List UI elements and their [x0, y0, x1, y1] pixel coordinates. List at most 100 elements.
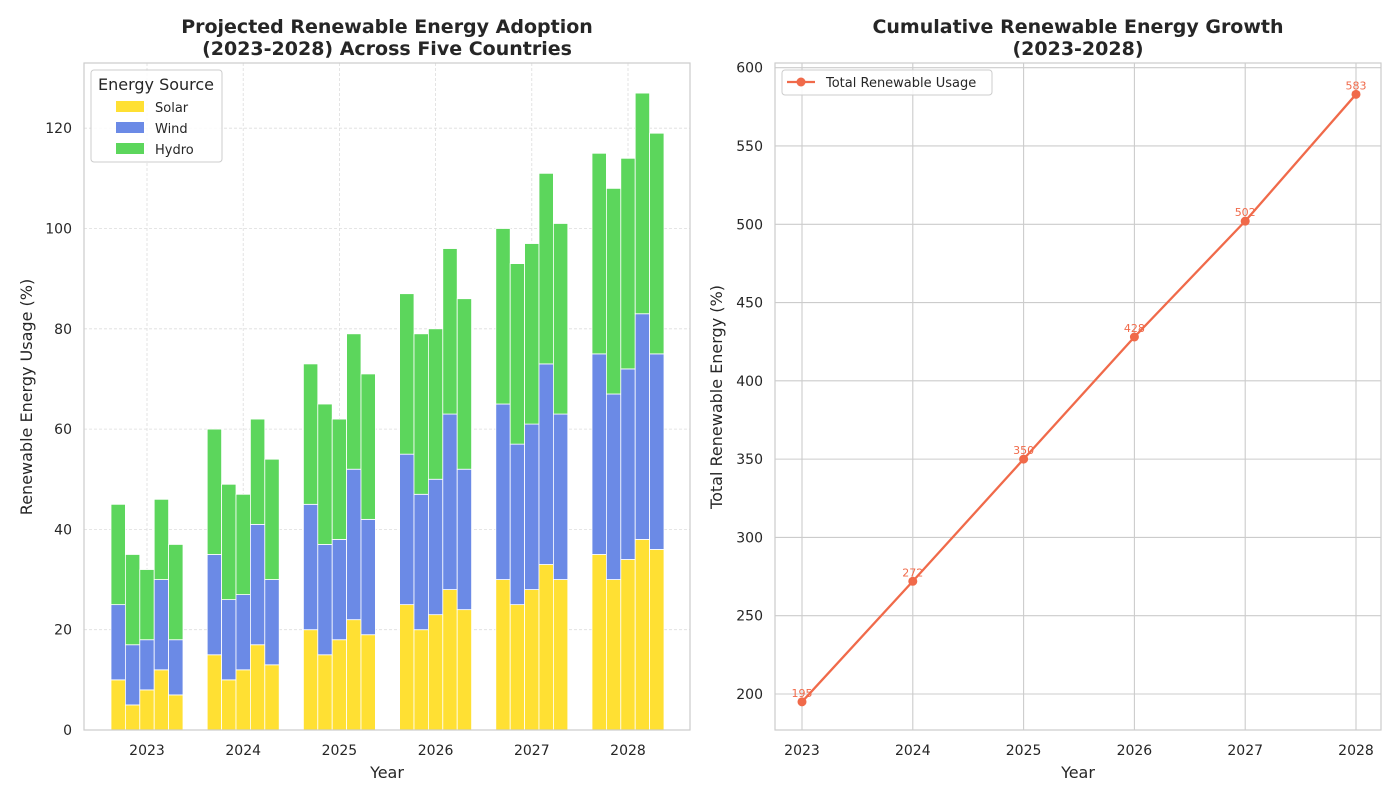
bar-hydro-2026-5: [456, 298, 473, 470]
left-x-tick-label: 2027: [514, 743, 550, 759]
bar-hydro-2025-1: [302, 363, 319, 505]
right-y-tick-label: 200: [736, 687, 763, 703]
bar-wind-2024-2: [221, 599, 237, 681]
bar-wind-2023-3: [139, 639, 155, 691]
bar-hydro-2023-2: [125, 554, 141, 646]
bar-wind-2027-2: [509, 443, 526, 606]
bar-solar-2023-3: [139, 689, 155, 731]
bar-hydro-2023-5: [168, 544, 184, 641]
right-x-tick-label: 2026: [1117, 743, 1153, 759]
bar-solar-2028-1: [591, 554, 607, 731]
right-chart-legend: Total Renewable Usage: [781, 69, 993, 96]
legend-label-hydro: Hydro: [155, 143, 194, 158]
bar-hydro-2025-3: [331, 418, 348, 540]
bar-hydro-2028-5: [649, 132, 665, 355]
total-renewable-line: [801, 93, 1357, 703]
bar-wind-2028-2: [606, 393, 622, 580]
right-y-tick-label: 500: [736, 217, 763, 233]
bar-wind-2025-1: [302, 503, 319, 631]
left-chart-x-ticks: 2023 2024 2025 2026 2027 2028: [129, 743, 646, 759]
right-chart-frame: [774, 62, 1382, 731]
bar-solar-2026-4: [442, 589, 458, 731]
legend-swatch-hydro: [116, 143, 144, 154]
left-chart-legend: Energy Source Solar Wind Hydro: [90, 69, 223, 163]
data-label-2026: 428: [1124, 322, 1145, 335]
bar-hydro-2027-1: [495, 228, 511, 405]
bar-hydro-2026-2: [413, 333, 429, 495]
bar-wind-2026-4: [442, 413, 458, 590]
bar-wind-2026-1: [399, 453, 415, 606]
data-point-2023: [797, 697, 807, 707]
data-label-2024: 272: [902, 566, 923, 579]
legend-label-solar: Solar: [155, 101, 189, 116]
left-y-tick-label: 60: [54, 422, 72, 438]
right-x-tick-label: 2028: [1338, 743, 1374, 759]
bar-solar-2025-3: [331, 639, 348, 731]
bar-solar-2027-5: [553, 579, 569, 731]
left-y-tick-label: 100: [45, 221, 72, 237]
bar-solar-2027-4: [538, 564, 554, 731]
left-x-tick-label: 2028: [610, 743, 646, 759]
bar-wind-2025-5: [360, 518, 376, 636]
left-y-tick-label: 40: [54, 522, 72, 538]
bar-wind-2023-2: [125, 644, 141, 706]
data-label-2025: 350: [1013, 444, 1034, 457]
bar-hydro-2023-4: [153, 498, 169, 580]
bar-solar-2028-4: [634, 539, 651, 731]
right-y-tick-label: 400: [736, 374, 763, 390]
right-chart-gridlines: [775, 63, 1381, 730]
bar-hydro-2026-4: [442, 248, 458, 415]
right-chart-x-ticks: 2023 2024 2025 2026 2027 2028: [784, 743, 1374, 759]
legend-label-total: Total Renewable Usage: [825, 76, 976, 91]
bar-wind-2024-4: [249, 523, 266, 646]
right-y-tick-label: 250: [736, 609, 763, 625]
bar-hydro-2027-4: [538, 172, 554, 365]
bar-wind-2028-1: [591, 353, 607, 555]
legend-marker: [796, 77, 806, 87]
right-y-tick-label: 450: [736, 296, 763, 312]
left-chart-frame: [83, 62, 691, 731]
bar-solar-2026-3: [427, 614, 444, 731]
bar-solar-2024-1: [206, 654, 222, 731]
bar-solar-2025-2: [317, 654, 333, 731]
bar-wind-2023-1: [110, 604, 126, 681]
bar-wind-2027-5: [553, 413, 569, 580]
bar-solar-2027-2: [509, 604, 526, 731]
bar-hydro-2024-1: [206, 428, 222, 555]
bar-wind-2024-1: [206, 554, 222, 656]
bar-solar-2023-2: [125, 704, 141, 731]
bar-solar-2024-5: [264, 664, 280, 731]
right-y-tick-label: 350: [736, 452, 763, 468]
right-chart-series: 195 272 350 428 502 583: [792, 79, 1367, 707]
left-x-tick-label: 2025: [322, 743, 358, 759]
right-x-tick-label: 2025: [1006, 743, 1042, 759]
bar-hydro-2023-1: [110, 503, 126, 606]
right-x-tick-label: 2027: [1227, 743, 1263, 759]
legend-title: Energy Source: [98, 75, 214, 94]
right-chart-x-axis-label: Year: [1060, 763, 1095, 782]
left-x-tick-label: 2026: [418, 743, 454, 759]
bar-solar-2027-3: [524, 589, 540, 731]
right-chart-y-ticks: 200 250 300 350 400 450 500 550 600: [736, 61, 763, 703]
bar-solar-2024-3: [235, 669, 251, 731]
bar-wind-2023-4: [153, 579, 169, 671]
right-x-tick-label: 2024: [895, 743, 931, 759]
bar-hydro-2024-5: [264, 458, 280, 580]
left-chart-bars: [110, 92, 665, 731]
bar-solar-2026-5: [456, 609, 473, 731]
data-label-2023: 195: [792, 687, 813, 700]
bar-wind-2028-4: [634, 313, 651, 540]
left-chart-x-axis-label: Year: [369, 763, 404, 782]
bar-solar-2027-1: [495, 579, 511, 731]
left-y-tick-label: 120: [45, 121, 72, 137]
left-y-tick-label: 20: [54, 623, 72, 639]
bar-hydro-2025-2: [317, 403, 333, 545]
bar-hydro-2023-3: [139, 569, 155, 641]
bar-wind-2027-1: [495, 403, 511, 580]
legend-swatch-wind: [116, 122, 144, 133]
bar-hydro-2028-1: [591, 152, 607, 355]
bar-wind-2026-5: [456, 468, 473, 611]
bar-solar-2023-1: [110, 679, 126, 731]
bar-solar-2026-1: [399, 604, 415, 731]
